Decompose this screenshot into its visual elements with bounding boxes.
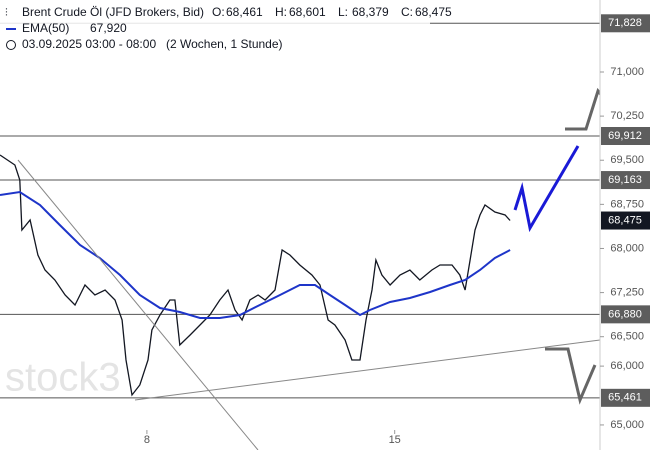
series-line [0,190,511,319]
ohlc-key: H: [275,5,287,19]
ohlc-value: 68,379 [352,5,389,19]
x-tick-label: 8 [144,434,150,446]
scenario-arrow [545,347,597,405]
level-label: 71,828 [608,17,642,29]
level-label: 65,461 [608,392,642,404]
instrument-title: Brent Crude Öl (JFD Brokers, Bid) [22,5,204,19]
level-label: 69,163 [608,174,642,186]
level-tag [601,171,650,190]
legend: ⫶ Brent Crude Öl (JFD Brokers, Bid) O: 68… [0,2,452,54]
level-tag [601,14,650,33]
level-label: 66,880 [608,308,642,320]
last-price-label: 68,475 [608,214,642,226]
level-tag [601,388,650,407]
interval: (2 Wochen, 1 Stunde) [166,37,283,51]
axes: 65,000 66,000 66,500 67,250 68,000 68,750 69,5… [144,0,650,450]
y-tick-label: 69,500 [610,154,644,166]
ohlc-value: 68,461 [226,5,263,19]
scenario-arrow [513,145,580,233]
legend-bg [0,2,430,54]
x-tick-label: 15 [389,434,401,446]
ema-label: EMA(50) [22,21,69,35]
last-price-tag [601,211,650,230]
y-tick-label: 65,000 [610,419,644,431]
series-line [0,154,511,397]
clock-icon [6,40,16,50]
ohlc-key: O: [212,5,225,19]
level-tag [601,127,650,145]
watermark: stock3 [5,356,121,400]
subtitle: 03.09.2025 03:00 - 08:00 [22,37,156,51]
y-tick-label: 66,000 [610,360,644,372]
y-tick-label: 66,500 [610,331,644,343]
plot-area [0,22,600,399]
ohlc-key: L: [338,5,348,19]
ohlc-value: 68,475 [415,5,452,19]
y-tick-label: 68,000 [610,242,644,254]
ohlc-key: C: [401,5,413,19]
level-tag [601,305,650,324]
level-label: 69,912 [608,130,642,142]
ema-value: 67,920 [90,21,127,35]
y-tick-label: 68,750 [610,198,644,210]
ohlc-value: 68,601 [289,5,326,19]
candle-icon: ⫶ [5,7,8,19]
trend-line [134,339,601,401]
ohlc: O: 68,461 H: 68,601 L: 68,379 C: 68,475 [212,5,452,19]
y-tick-label: 70,250 [610,110,644,122]
y-tick-label: 67,250 [610,286,644,298]
trend-line [17,159,259,450]
y-tick-label: 71,000 [610,66,644,78]
